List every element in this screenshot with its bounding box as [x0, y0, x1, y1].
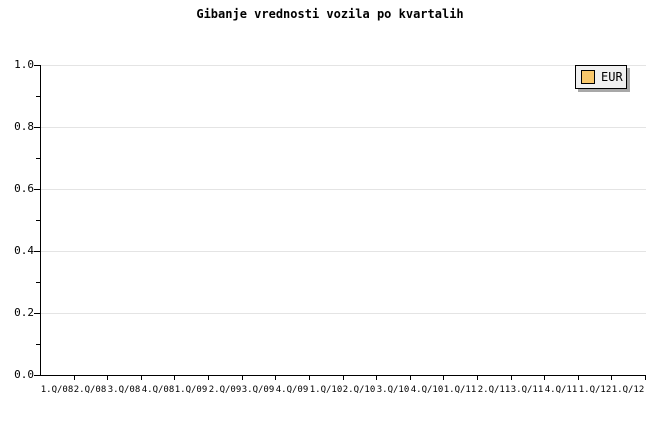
x-tick-label: 3.Q/08 — [107, 385, 141, 395]
gridline — [41, 313, 646, 314]
legend: EUR — [575, 65, 627, 89]
y-tick-label: 0.4 — [14, 244, 34, 257]
x-tick — [107, 376, 108, 380]
x-tick — [544, 376, 545, 380]
x-tick-label: 2.Q/10 — [342, 385, 376, 395]
y-minor-tick — [36, 96, 40, 97]
y-minor-tick — [36, 158, 40, 159]
y-major-tick — [34, 375, 40, 376]
x-tick-label: 3.Q/11 — [510, 385, 544, 395]
y-major-tick — [34, 313, 40, 314]
x-tick — [611, 376, 612, 380]
x-tick-label: 2.Q/11 — [477, 385, 511, 395]
y-minor-tick — [36, 344, 40, 345]
y-minor-tick — [36, 282, 40, 283]
y-major-tick — [34, 251, 40, 252]
x-tick-label: 3.Q/09 — [241, 385, 275, 395]
x-tick — [174, 376, 175, 380]
x-tick-label: 4.Q/10 — [410, 385, 444, 395]
x-tick-label: 2.Q/09 — [208, 385, 242, 395]
x-tick — [343, 376, 344, 380]
x-tick — [275, 376, 276, 380]
x-tick — [410, 376, 411, 380]
x-tick-label: 1.Q/08 — [40, 385, 74, 395]
legend-swatch-eur-icon — [581, 70, 595, 84]
x-tick — [578, 376, 579, 380]
gridline — [41, 251, 646, 252]
x-tick — [376, 376, 377, 380]
x-tick-label: 4.Q/11 — [544, 385, 578, 395]
x-tick — [645, 376, 646, 380]
x-tick-label: 1.Q/11 — [443, 385, 477, 395]
y-tick-label: 0.8 — [14, 120, 34, 133]
x-tick-label: 3.Q/10 — [376, 385, 410, 395]
x-tick — [141, 376, 142, 380]
chart-title: Gibanje vrednosti vozila po kvartalih — [196, 7, 464, 21]
x-axis-line — [40, 375, 646, 376]
y-axis-line — [40, 65, 41, 376]
y-major-tick — [34, 189, 40, 190]
legend-label: EUR — [601, 70, 623, 84]
x-tick — [477, 376, 478, 380]
x-tick-label: 4.Q/09 — [275, 385, 309, 395]
gridline — [41, 189, 646, 190]
x-tick — [309, 376, 310, 380]
y-minor-tick — [36, 220, 40, 221]
x-tick — [208, 376, 209, 380]
y-tick-label: 0.2 — [14, 306, 34, 319]
x-tick-label: 1.Q/12 — [578, 385, 612, 395]
x-tick — [74, 376, 75, 380]
x-tick-label: 1.Q/12 — [611, 385, 645, 395]
y-tick-label: 0.6 — [14, 182, 34, 195]
gridline — [41, 65, 646, 66]
x-tick-label: 1.Q/09 — [174, 385, 208, 395]
y-tick-label: 1.0 — [14, 58, 34, 71]
y-major-tick — [34, 65, 40, 66]
gridline — [41, 127, 646, 128]
x-tick — [511, 376, 512, 380]
y-major-tick — [34, 127, 40, 128]
y-tick-label: 0.0 — [14, 368, 34, 381]
x-tick-label: 4.Q/08 — [141, 385, 175, 395]
x-tick — [242, 376, 243, 380]
x-tick-label: 2.Q/08 — [73, 385, 107, 395]
x-tick-label: 1.Q/10 — [309, 385, 343, 395]
x-tick — [443, 376, 444, 380]
